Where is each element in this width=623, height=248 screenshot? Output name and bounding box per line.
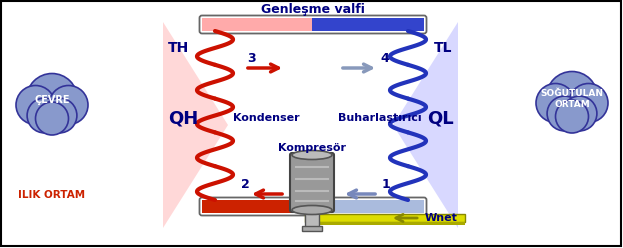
Text: QH: QH: [168, 109, 198, 127]
Circle shape: [36, 102, 69, 135]
Circle shape: [556, 100, 589, 133]
Bar: [312, 200, 424, 213]
Circle shape: [27, 98, 62, 133]
Circle shape: [42, 98, 77, 133]
Bar: [302, 226, 322, 231]
Ellipse shape: [292, 206, 332, 215]
Text: TH: TH: [168, 41, 189, 55]
Polygon shape: [393, 22, 458, 228]
Circle shape: [569, 84, 608, 123]
Polygon shape: [163, 22, 228, 228]
Text: Genleşme valfi: Genleşme valfi: [261, 3, 365, 17]
Bar: [202, 18, 312, 31]
Circle shape: [547, 96, 582, 131]
Bar: [305, 222, 465, 225]
Text: SOĞUTULAN
ORTAM: SOĞUTULAN ORTAM: [541, 89, 604, 109]
Text: 4: 4: [381, 53, 389, 65]
Circle shape: [536, 84, 575, 123]
Text: 2: 2: [240, 179, 249, 191]
Text: ÇEVRE: ÇEVRE: [34, 95, 70, 105]
Circle shape: [49, 86, 88, 124]
Bar: [312, 18, 424, 31]
Bar: [305, 214, 465, 222]
Text: TL: TL: [434, 41, 452, 55]
Bar: [202, 200, 312, 213]
Bar: [305, 213, 319, 229]
FancyBboxPatch shape: [290, 153, 334, 212]
Ellipse shape: [292, 151, 332, 159]
Text: Kompresör: Kompresör: [278, 143, 346, 153]
Text: 3: 3: [247, 53, 255, 65]
Text: QL: QL: [427, 109, 454, 127]
Text: Wnet: Wnet: [425, 213, 458, 223]
Circle shape: [562, 96, 597, 131]
Circle shape: [546, 71, 597, 123]
Text: Buharlaştırıcı: Buharlaştırıcı: [338, 113, 422, 123]
Text: Kondenser: Kondenser: [233, 113, 300, 123]
Text: 1: 1: [382, 179, 391, 191]
Text: ILIK ORTAM: ILIK ORTAM: [19, 190, 85, 200]
Circle shape: [16, 86, 55, 124]
Circle shape: [27, 73, 77, 124]
